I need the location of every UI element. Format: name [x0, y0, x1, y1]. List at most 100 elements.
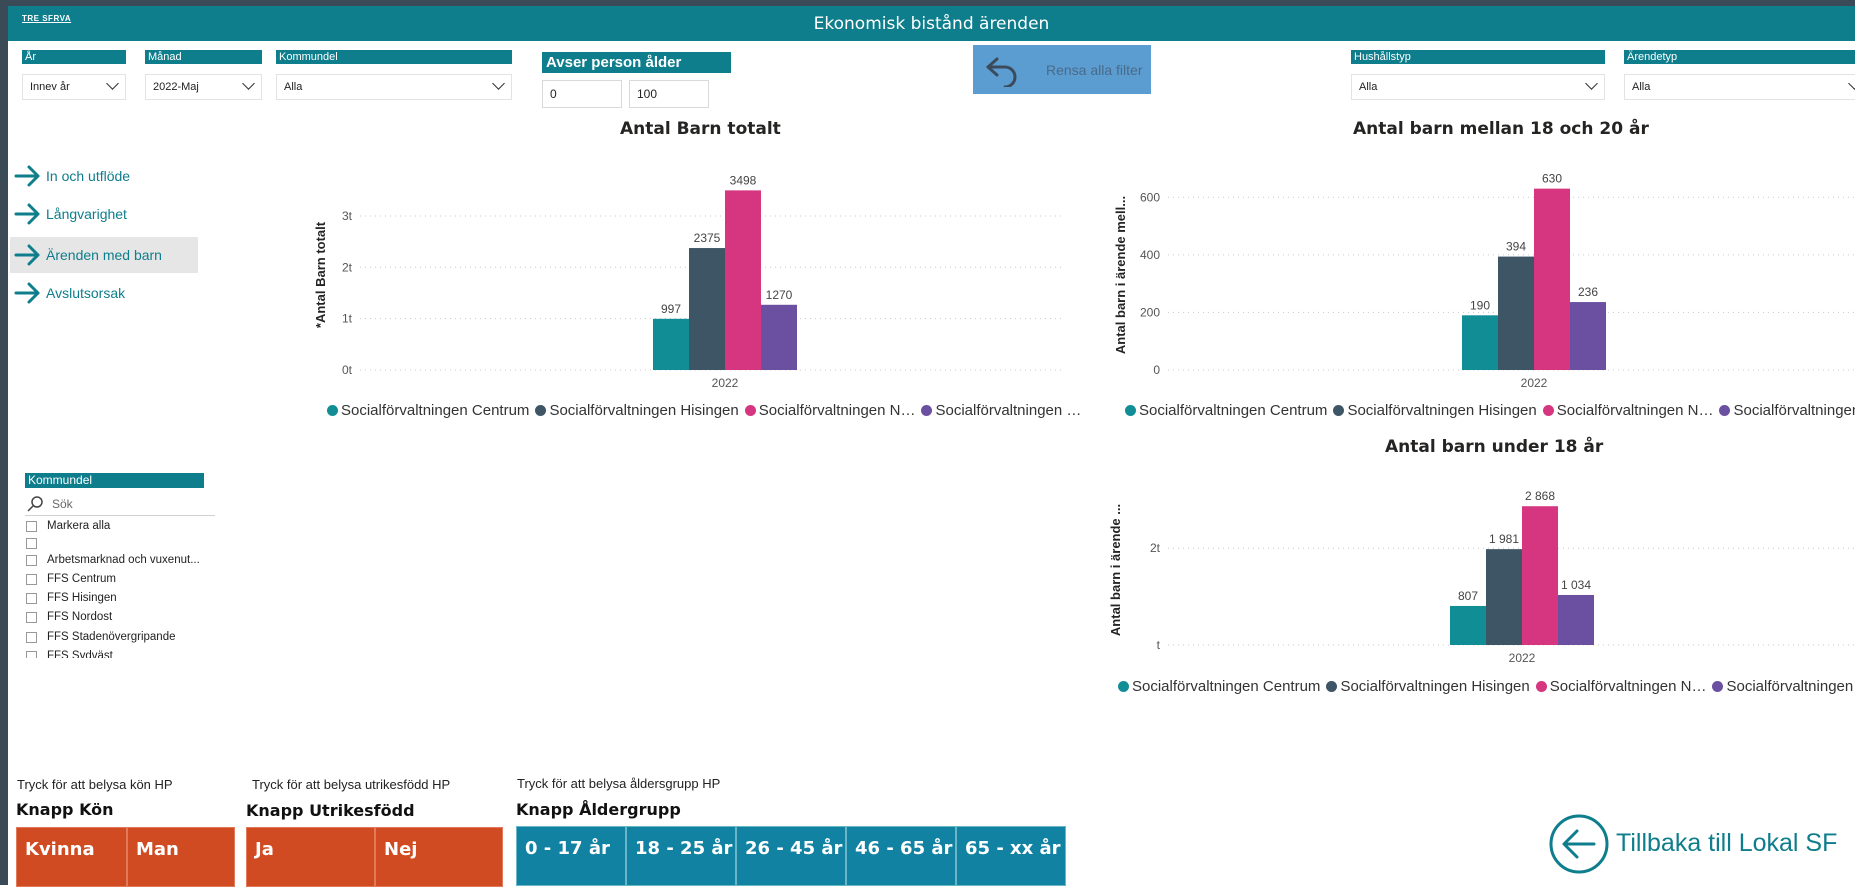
- back-to-lokal-sf-link[interactable]: Tillbaka till Lokal SF: [1548, 813, 1837, 874]
- nav-arenden-med-barn[interactable]: Ärenden med barn: [10, 237, 198, 273]
- legend-item[interactable]: Socialförvaltningen Hisingen: [1326, 678, 1530, 695]
- gender-hint: Tryck för att belysa kön HP: [17, 777, 173, 792]
- district-slicer: Kommundel Sök Markera alla Arbetsmarknad…: [25, 473, 215, 658]
- bar: [1534, 188, 1570, 370]
- bar-chart-under-18: t 2t Antal barn i ärende ... 807 1 981 2 868 1…: [1110, 489, 1855, 665]
- checkbox[interactable]: [26, 538, 37, 549]
- legend-item[interactable]: Socialförvaltningen Centrum: [1125, 402, 1327, 419]
- legend-label: Socialförvaltningen …: [1733, 402, 1855, 419]
- legend-item[interactable]: Socialförvaltningen Centrum: [327, 402, 529, 419]
- data-label: 997: [661, 302, 681, 316]
- month-dropdown[interactable]: 2022-Maj: [145, 74, 262, 100]
- household-filter: Hushållstyp Alla: [1351, 50, 1605, 102]
- clear-filters-label: Rensa alla filter: [1046, 62, 1143, 78]
- gender-group-title: Knapp Kön: [16, 800, 114, 819]
- legend-label: Socialförvaltningen Hisingen: [1347, 402, 1537, 419]
- checkbox[interactable]: [26, 612, 37, 623]
- checkbox[interactable]: [26, 521, 37, 532]
- legend-item[interactable]: Socialförvaltningen Hisingen: [535, 402, 739, 419]
- bar: [725, 190, 761, 370]
- bar: [1462, 315, 1498, 370]
- age-button-65-xx[interactable]: 65 - xx år: [956, 826, 1066, 886]
- slicer-search-input[interactable]: Sök: [25, 493, 215, 516]
- age-max-input[interactable]: 100: [629, 80, 709, 108]
- legend-item[interactable]: Socialförvaltningen N…: [744, 402, 915, 419]
- bar: [653, 318, 689, 370]
- slicer-item[interactable]: FFS Sydväst: [25, 648, 215, 658]
- slicer-item[interactable]: FFS Centrum: [25, 571, 215, 589]
- slicer-item[interactable]: Arbetsmarknad och vuxenut...: [25, 552, 215, 570]
- legend-label: Socialförvaltningen Hisingen: [549, 402, 739, 419]
- chevron-down-icon: [242, 77, 255, 90]
- bar: [1498, 256, 1534, 370]
- origin-button-ja[interactable]: Ja: [246, 827, 375, 887]
- month-filter-label: Månad: [145, 50, 262, 64]
- nav-label: Långvarighet: [46, 206, 127, 222]
- chart-title-under-18: Antal barn under 18 år: [1385, 437, 1604, 457]
- household-dropdown[interactable]: Alla: [1351, 74, 1605, 100]
- slicer-item[interactable]: FFS Nordost: [25, 609, 215, 627]
- data-label: 236: [1578, 285, 1598, 299]
- arrow-right-icon: [14, 165, 40, 187]
- age-min-input[interactable]: 0: [542, 80, 622, 108]
- district-dropdown[interactable]: Alla: [276, 74, 512, 100]
- back-link-label: Tillbaka till Lokal SF: [1616, 829, 1838, 857]
- legend-dot: [327, 405, 338, 416]
- bar: [1558, 594, 1594, 645]
- y-tick-label: 0: [1153, 363, 1160, 377]
- legend-total: Socialförvaltningen Centrum Socialförvalt…: [327, 402, 1087, 419]
- bar-chart-total: 0t 1t 2t 3t *Antal Barn totalt 997 2375 3498 127…: [313, 173, 1065, 390]
- checkbox[interactable]: [26, 574, 37, 585]
- legend-dot: [1333, 405, 1345, 416]
- legend-item[interactable]: Socialförvaltningen …: [1719, 402, 1855, 419]
- case-type-dropdown[interactable]: Alla: [1624, 74, 1855, 100]
- gender-button-man[interactable]: Man: [127, 827, 235, 887]
- slicer-item[interactable]: Markera alla: [25, 518, 215, 536]
- nav-avslutsorsak[interactable]: Avslutsorsak: [10, 275, 198, 311]
- slicer-item[interactable]: [25, 535, 215, 553]
- age-button-46-65[interactable]: 46 - 65 år: [846, 826, 956, 886]
- legend-item[interactable]: Socialförvaltningen Hisingen: [1333, 402, 1537, 419]
- y-tick-label: 3t: [342, 209, 353, 223]
- case-type-filter-label: Ärendetyp: [1624, 50, 1855, 64]
- year-filter: År Innev år: [22, 50, 126, 102]
- bar: [1570, 302, 1606, 370]
- x-category-label: 2022: [712, 376, 739, 390]
- legend-item[interactable]: Socialförvaltningen …: [921, 402, 1081, 419]
- search-icon: [27, 496, 43, 512]
- year-dropdown[interactable]: Innev år: [22, 74, 126, 100]
- slicer-item[interactable]: FFS Hisingen: [25, 590, 215, 608]
- checkbox[interactable]: [26, 632, 37, 643]
- origin-button-nej[interactable]: Nej: [375, 827, 503, 887]
- slicer-item-label: Arbetsmarknad och vuxenut...: [47, 554, 200, 566]
- y-axis-title: Antal barn i ärende ...: [1110, 504, 1123, 636]
- nav-langvarighet[interactable]: Långvarighet: [10, 196, 198, 232]
- nav-in-och-utflode[interactable]: In och utflöde: [10, 158, 198, 194]
- checkbox[interactable]: [26, 593, 37, 604]
- checkbox[interactable]: [26, 555, 37, 566]
- age-button-0-17[interactable]: 0 - 17 år: [516, 826, 626, 886]
- age-button-18-25[interactable]: 18 - 25 år: [626, 826, 736, 886]
- case-type-dropdown-value: Alla: [1632, 81, 1651, 93]
- legend-label: Socialförvaltningen Centrum: [341, 402, 530, 419]
- legend-item[interactable]: Socialförvaltningen Centrum: [1118, 678, 1320, 695]
- arrow-left-circle-icon: [1549, 814, 1609, 874]
- age-button-26-45[interactable]: 26 - 45 år: [736, 826, 846, 886]
- slicer-item[interactable]: FFS Stadenövergripande: [25, 629, 215, 647]
- checkbox[interactable]: [26, 651, 37, 658]
- age-group-hint: Tryck för att belysa åldersgrupp HP: [517, 776, 721, 791]
- undo-arrow-icon: [986, 57, 1017, 87]
- chart-title-total: Antal Barn totalt: [620, 119, 781, 139]
- chart-title-18-20: Antal barn mellan 18 och 20 år: [1353, 119, 1649, 139]
- legend-dot: [744, 405, 756, 416]
- arrow-right-icon: [14, 282, 40, 304]
- legend-item[interactable]: Socialförvaltningen N…: [1542, 402, 1713, 419]
- x-category-label: 2022: [1509, 651, 1536, 665]
- legend-item[interactable]: Socialförvaltningen N…: [1535, 678, 1706, 695]
- gender-button-kvinna[interactable]: Kvinna: [16, 827, 127, 887]
- bar-chart-18-20: 0 200 400 600 Antal barn i ärende mell... 190…: [1113, 172, 1855, 390]
- slicer-item-label: Markera alla: [47, 520, 111, 532]
- data-label: 807: [1458, 589, 1478, 603]
- legend-item[interactable]: Socialförvaltningen …: [1712, 678, 1855, 695]
- clear-filters-button[interactable]: Rensa alla filter: [973, 45, 1151, 94]
